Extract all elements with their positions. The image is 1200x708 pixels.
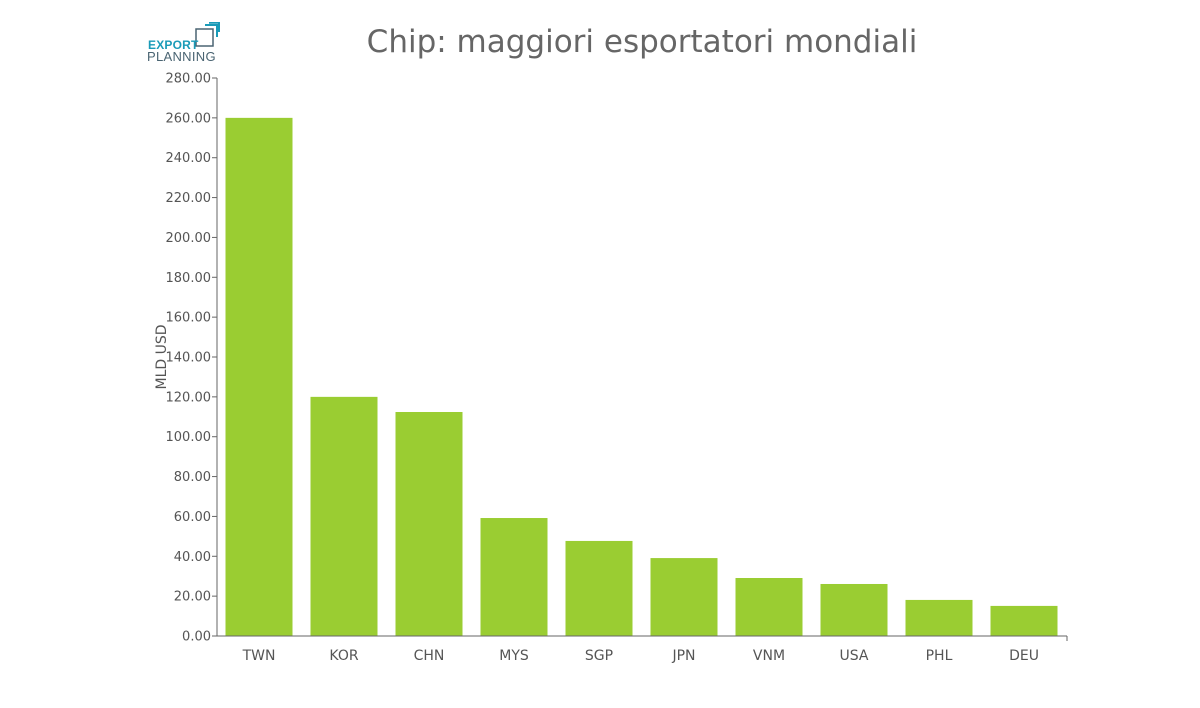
logo-squares-icon [195,22,220,47]
bar-kor [310,396,378,636]
bar-mys [480,518,548,636]
x-tick-label: VNM [753,648,785,664]
x-tick-label: SGP [585,648,613,664]
x-tick-label: CHN [414,648,445,664]
x-tick-label: PHL [926,648,953,664]
y-tick-label: 180.00 [166,271,212,286]
bar-jpn [650,558,718,636]
logo-text-export: EXPORT [148,38,199,52]
y-axis-label: MLD USD [154,324,170,389]
x-tick-label: DEU [1009,648,1039,664]
logo-text-planning: PLANNING [147,49,216,64]
bar-twn [225,117,293,637]
y-tick-label: 140.00 [166,351,212,366]
y-tick-label: 160.00 [166,311,212,326]
y-tick-label: 100.00 [166,430,212,445]
y-tick-label: 40.00 [174,550,211,565]
x-tick-label: KOR [329,648,358,664]
bar-chn [395,412,463,636]
y-tick-label: 80.00 [174,470,211,485]
x-tick-label: USA [840,648,869,664]
y-tick-label: 120.00 [166,390,212,405]
x-tick-label: MYS [499,648,529,664]
chart-title: Chip: maggiori esportatori mondiali [367,24,918,60]
y-tick-label: 20.00 [174,590,211,605]
bar-deu [990,605,1058,636]
bar-usa [820,583,888,636]
bar-phl [905,599,973,636]
y-tick-label: 240.00 [166,151,212,166]
bar-sgp [565,540,633,636]
y-tick-label: 0.00 [182,630,211,645]
x-tick-label: JPN [671,648,695,664]
bar-vnm [735,578,803,636]
x-tick-label: TWN [242,648,276,664]
y-tick-label: 200.00 [166,231,212,246]
y-tick-label: 280.00 [166,72,212,87]
y-tick-label: 220.00 [166,191,212,206]
y-tick-label: 260.00 [166,111,212,126]
y-tick-label: 60.00 [174,510,211,525]
export-planning-logo: EXPORT PLANNING [147,22,227,64]
